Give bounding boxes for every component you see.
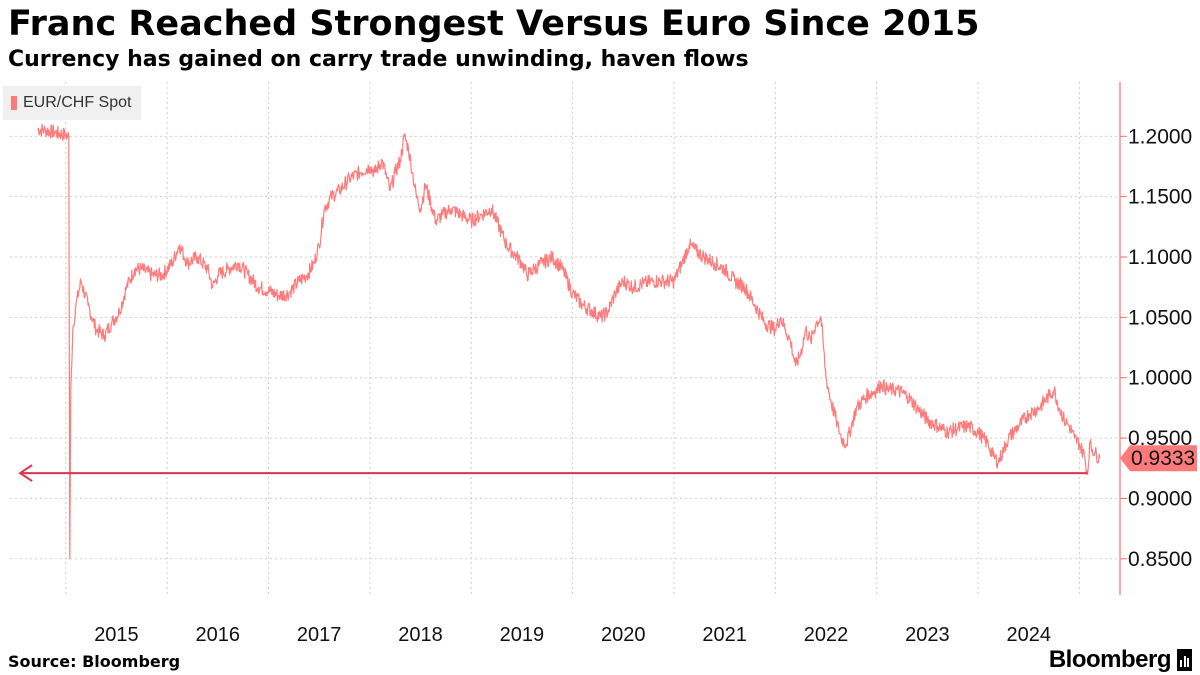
y-tick-label: 0.9000	[1128, 487, 1192, 510]
bloomberg-bars-icon	[1177, 649, 1192, 671]
annotation-arrowhead	[18, 464, 33, 482]
chart-title: Franc Reached Strongest Versus Euro Sinc…	[8, 4, 980, 44]
x-tick-label: 2022	[804, 624, 849, 646]
y-tick-label: 1.0000	[1128, 367, 1192, 390]
x-tick-label: 2016	[196, 624, 241, 646]
x-tick-label: 2024	[1007, 624, 1052, 646]
x-tick-label: 2019	[500, 624, 545, 646]
y-tick-label: 0.8500	[1128, 548, 1192, 571]
brand-name: Bloomberg	[1048, 646, 1172, 673]
legend: EUR/CHF Spot	[3, 86, 142, 120]
last-value-label: 0.9333	[1131, 447, 1195, 470]
x-tick-label: 2017	[297, 624, 342, 646]
x-tick-label: 2018	[398, 624, 443, 646]
bloomberg-logo: Bloomberg	[1049, 646, 1192, 674]
y-tick-label: 1.2000	[1128, 125, 1192, 148]
y-tick-label: 1.1000	[1128, 246, 1192, 269]
series-line-eur-chf	[37, 123, 1101, 560]
grid	[10, 82, 1120, 595]
y-tick-label: 1.1500	[1128, 186, 1192, 209]
x-tick-label: 2021	[702, 624, 747, 646]
chart-subtitle: Currency has gained on carry trade unwin…	[8, 47, 749, 72]
last-value-tag	[1120, 445, 1197, 472]
source-note: Source: Bloomberg	[8, 652, 181, 671]
y-tick-label: 0.9500	[1128, 427, 1192, 450]
legend-swatch	[11, 96, 17, 110]
annotation-layer: 0.9333	[18, 445, 1197, 482]
legend-label: EUR/CHF Spot	[23, 94, 132, 111]
series-layer	[37, 123, 1101, 560]
x-tick-label: 2015	[94, 624, 139, 646]
x-axis: 2015 2016 2017 2018 2019 2020 2021 2022 2023 2024	[94, 624, 1051, 646]
x-tick-label: 2020	[601, 624, 646, 646]
y-axis: 0.8500 0.9000 0.9500 1.0000 1.0500 1.1000 1.15…	[1119, 82, 1192, 595]
y-tick-label: 1.0500	[1128, 306, 1192, 329]
x-tick-label: 2023	[905, 624, 950, 646]
